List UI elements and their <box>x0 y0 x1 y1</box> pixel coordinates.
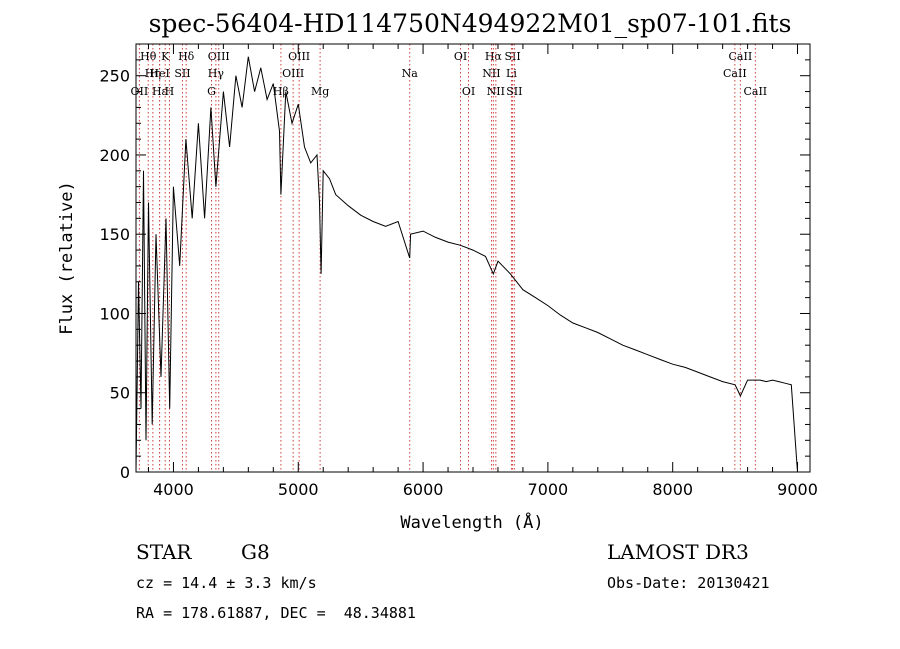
x-tick-label-4: 8000 <box>652 480 693 499</box>
x-axis: 4000 5000 6000 7000 8000 9000 <box>147 44 818 499</box>
line-label-0: Hθ <box>140 50 157 63</box>
line-label-11: G <box>207 85 216 98</box>
redshift-value: cz = 14.4 ± 3.3 km/s <box>136 574 317 592</box>
y-tick-label-3: 150 <box>99 225 130 244</box>
x-tick-label-1: 5000 <box>278 480 319 499</box>
x-tick-label-3: 7000 <box>528 480 569 499</box>
line-label-19: Hα <box>485 50 503 63</box>
x-tick-label-2: 6000 <box>403 480 444 499</box>
survey-name: LAMOST DR3 <box>607 540 749 564</box>
line-label-2: Hη <box>145 67 161 80</box>
x-tick-label-0: 4000 <box>153 480 194 499</box>
chart-title: spec-56404-HD114750N494922M01_sp07-101.f… <box>149 9 792 38</box>
observation-date: Obs-Date: 20130421 <box>607 574 770 592</box>
line-label-25: CaII <box>729 50 753 63</box>
line-label-9: OIII <box>208 50 230 63</box>
line-label-6: H <box>165 85 175 98</box>
spectral-subclass: G8 <box>241 540 270 564</box>
line-label-10: Hγ <box>208 67 225 80</box>
y-tick-label-4: 200 <box>99 146 130 165</box>
line-label-20: NII <box>482 67 500 80</box>
y-tick-label-1: 50 <box>110 384 130 403</box>
line-label-14: OIII <box>282 67 304 80</box>
x-tick-label-5: 9000 <box>777 480 818 499</box>
line-label-7: SII <box>174 67 190 80</box>
line-label-4: Hε <box>152 85 168 98</box>
line-label-5: K <box>161 50 170 63</box>
line-label-15: Mg <box>311 85 329 98</box>
line-label-21: NII <box>487 85 505 98</box>
y-tick-label-0: 0 <box>120 463 130 482</box>
y-axis: 0 50 100 150 200 250 <box>99 59 810 482</box>
spectrum-line <box>135 56 798 473</box>
coordinates: RA = 178.61887, DEC = 48.34881 <box>136 604 416 622</box>
object-type: STAR <box>136 540 192 564</box>
y-tick-label-5: 250 <box>99 67 130 86</box>
line-label-17: OI <box>454 50 467 63</box>
line-label-12: Hβ <box>273 85 289 98</box>
y-tick-label-2: 100 <box>99 304 130 323</box>
line-label-13: OIII <box>288 50 310 63</box>
line-label-8: Hδ <box>178 50 195 63</box>
line-label-27: CaII <box>743 85 767 98</box>
line-label-24: SII <box>506 85 522 98</box>
line-label-23: Li <box>506 67 517 80</box>
line-label-26: CaII <box>723 67 747 80</box>
line-label-18: OI <box>462 85 475 98</box>
line-label-16: Na <box>402 67 419 80</box>
y-axis-label: Flux (relative) <box>57 181 77 335</box>
x-axis-label: Wavelength (Å) <box>400 511 543 533</box>
line-label-22: SII <box>504 50 520 63</box>
plot-frame <box>135 43 811 473</box>
